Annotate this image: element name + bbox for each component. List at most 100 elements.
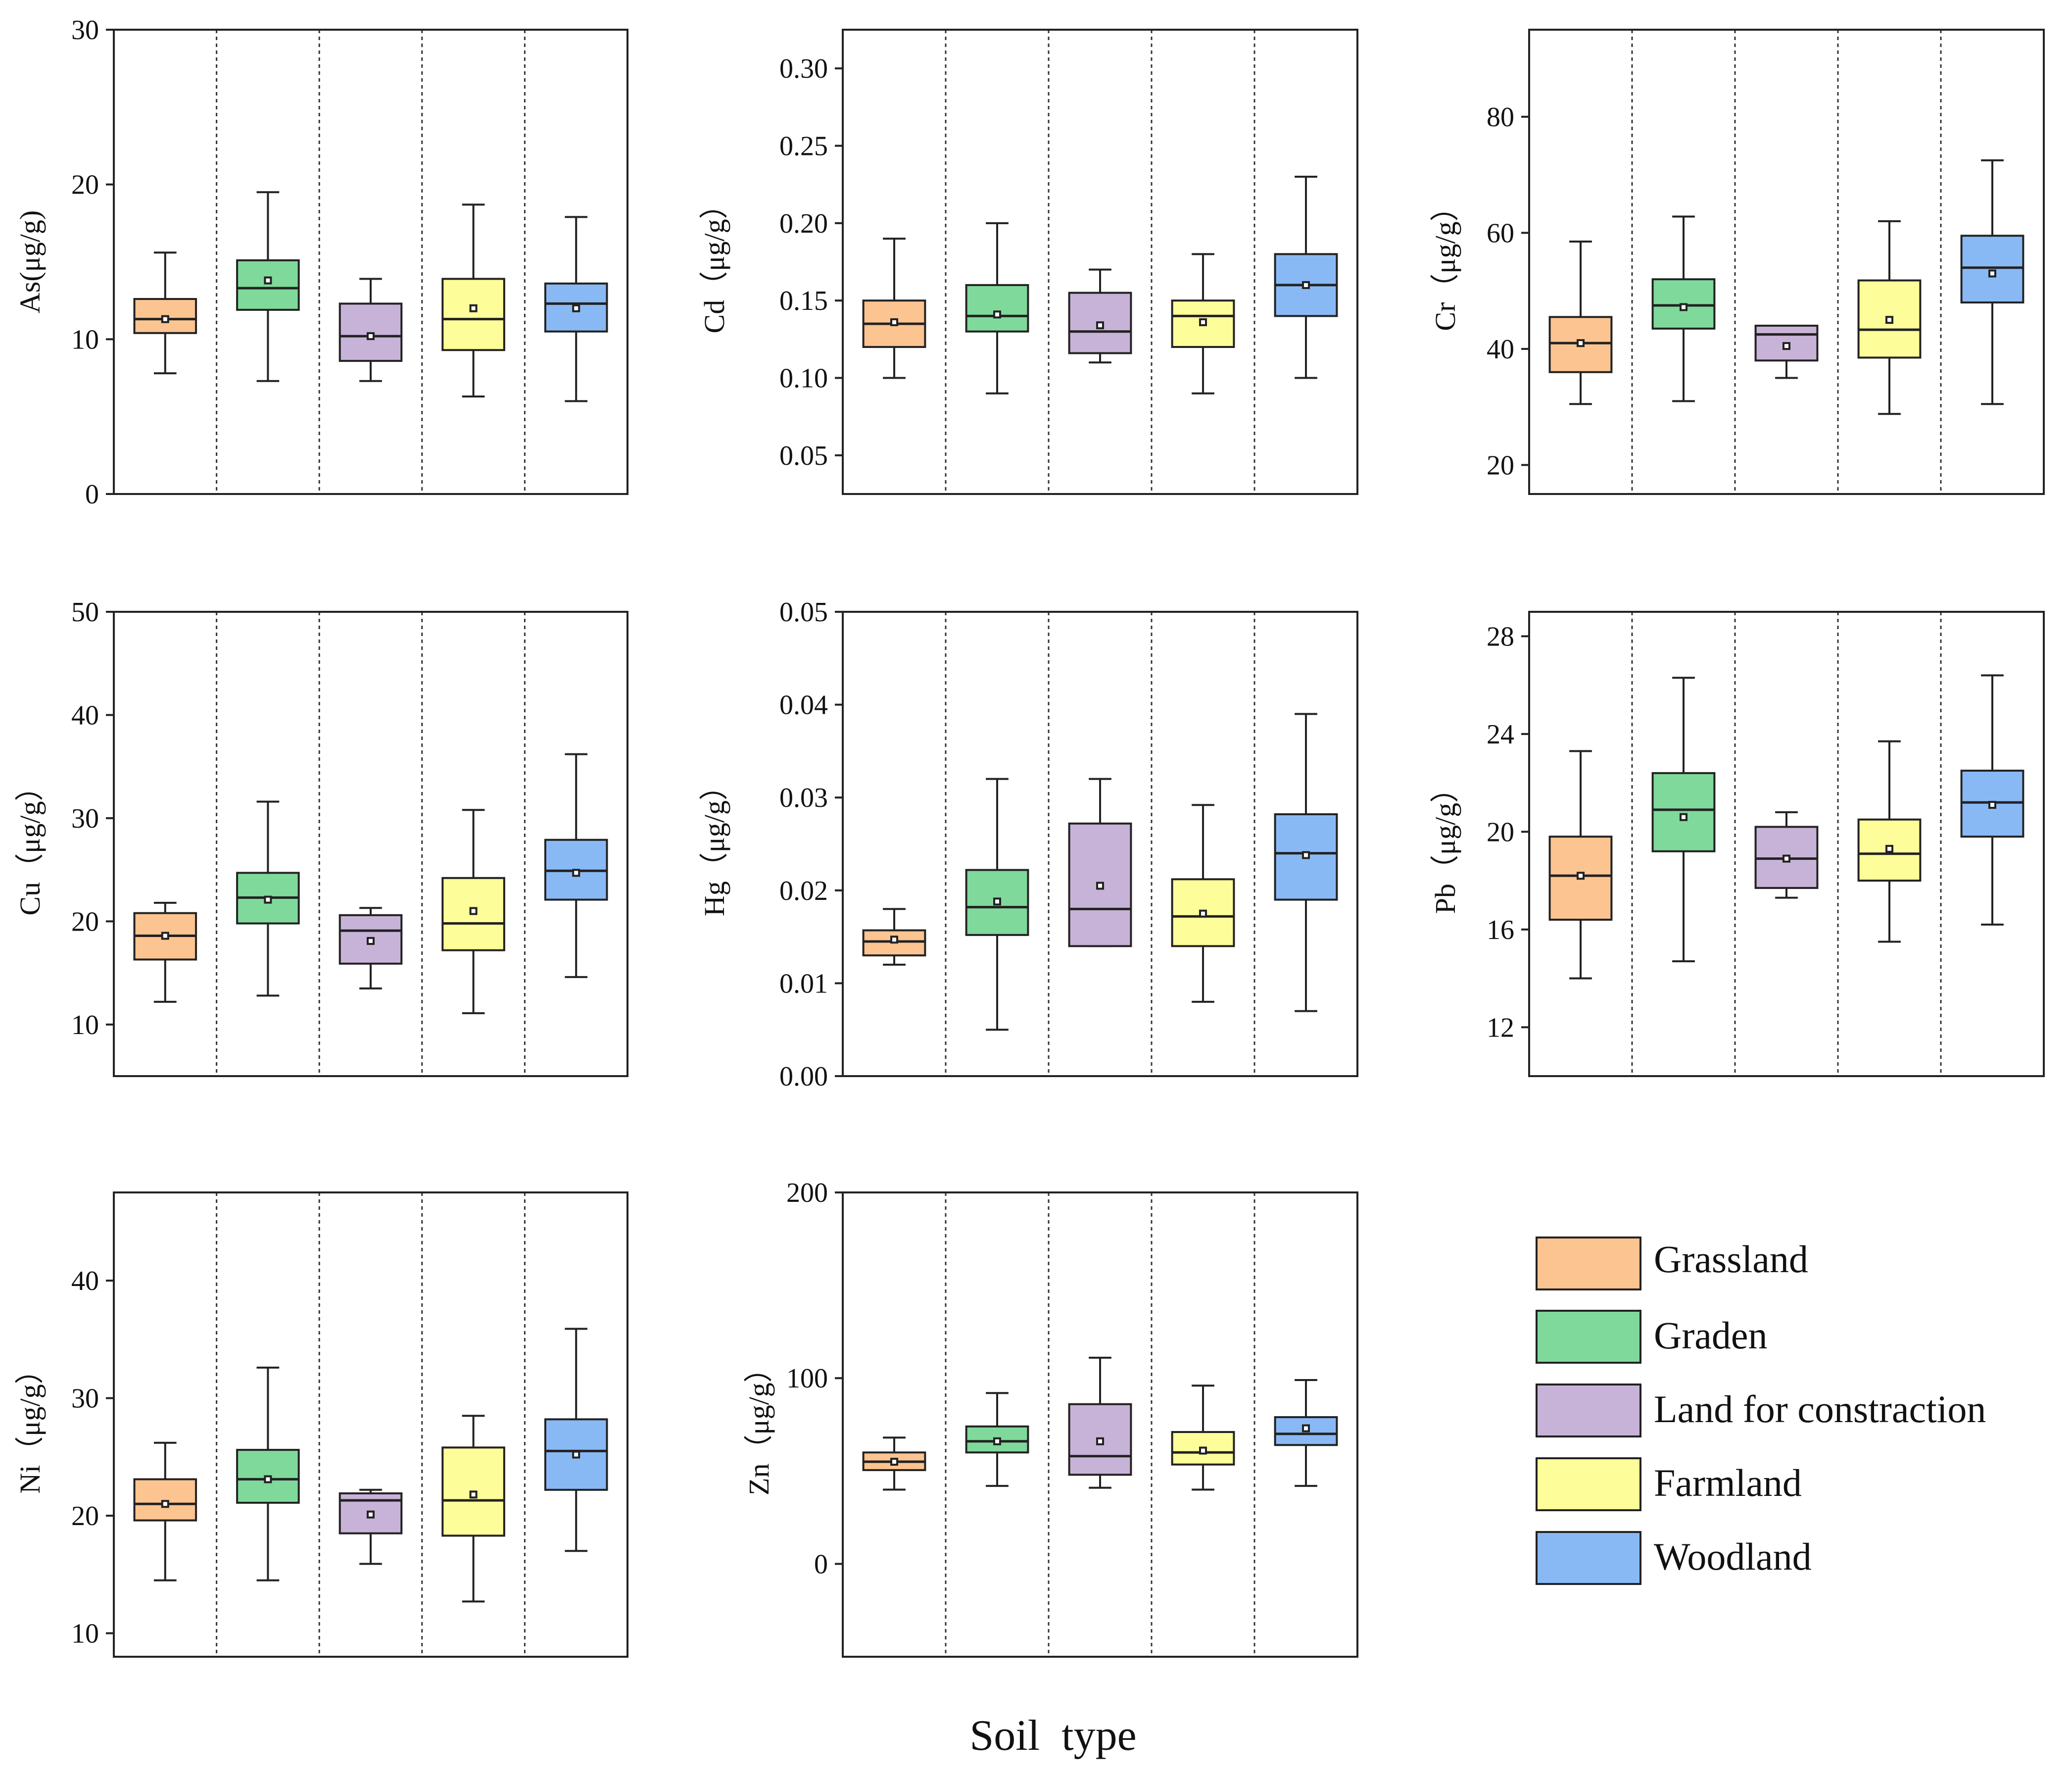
box-cr-woodland [1960, 159, 2024, 405]
mean-marker [993, 310, 1001, 319]
box-as-farmland [441, 203, 505, 398]
box-cr-land-for-constraction [1754, 324, 1819, 379]
panel-hg: 0.00 0.01 0.02 0.03 0.04 0.05 Hg（μg/g） [698, 597, 1358, 1092]
box-cu-grassland [133, 901, 197, 1003]
legend-label-land-for-constraction: Land for constraction [1654, 1387, 1986, 1431]
legend-swatch-grassland [1536, 1236, 1641, 1290]
legend-label-grassland: Grassland [1654, 1237, 1808, 1281]
y-tick-label: 40 [1487, 334, 1514, 365]
y-tick-label: 30 [71, 803, 99, 834]
mean-marker [1199, 909, 1207, 918]
y-tick-label: 0.00 [779, 1061, 828, 1092]
y-tick-label: 30 [71, 15, 99, 46]
y-tick-label: 0.01 [779, 968, 828, 999]
y-tick-label: 0 [814, 1549, 828, 1580]
iqr-box [133, 1478, 197, 1522]
y-tick-label: 50 [71, 597, 99, 628]
y-tick-label: 0.15 [779, 286, 828, 316]
mean-marker [1199, 318, 1207, 326]
mean-marker [264, 1475, 272, 1483]
box-as-woodland [544, 216, 608, 402]
panel-ni: 10 20 30 40 Ni（μg/g） [14, 1191, 628, 1658]
mean-marker [1988, 269, 1996, 278]
mean-marker [1302, 1424, 1310, 1433]
mean-marker [264, 276, 272, 285]
iqr-box [441, 278, 505, 351]
box-as-graden [236, 191, 300, 382]
iqr-box [1857, 818, 1922, 882]
y-tick-label: 80 [1487, 102, 1514, 133]
mean-marker [1199, 1446, 1207, 1455]
x-axis-label: Soil type [969, 1712, 1136, 1760]
y-tick-label: 10 [71, 1619, 99, 1649]
box-hg-farmland [1171, 804, 1235, 1003]
y-tick-label: 100 [786, 1363, 828, 1394]
y-tick-label: 10 [71, 324, 99, 355]
box-cd-graden [965, 222, 1029, 395]
y-tick-label: 0.25 [779, 131, 828, 162]
mean-marker [1988, 801, 1996, 809]
y-axis-label: Zn（μg/g） [743, 1354, 775, 1495]
box-cd-land-for-constraction [1068, 268, 1132, 364]
plot-frame [842, 29, 1358, 495]
mean-marker [1885, 844, 1893, 853]
y-tick-label: 60 [1487, 218, 1514, 248]
box-cd-woodland [1274, 176, 1338, 379]
mean-marker [572, 304, 580, 312]
y-tick-label: 0.03 [779, 783, 828, 813]
plot-frame [113, 29, 628, 495]
plot-frame [842, 611, 1358, 1077]
y-axis-label: Cu（μg/g） [14, 773, 46, 916]
box-zn-woodland [1274, 1379, 1338, 1487]
panel-zn: 0 100 200 Zn（μg/g） [743, 1178, 1358, 1658]
panel-cu: 10 20 30 40 50 Cu（μg/g） [14, 597, 628, 1077]
plot-frame [842, 1191, 1358, 1658]
box-cu-farmland [441, 809, 505, 1014]
plot-frame [113, 611, 628, 1077]
mean-marker [161, 315, 169, 323]
plot-frame [1528, 611, 2045, 1077]
mean-marker [1096, 1437, 1104, 1445]
y-tick-label: 200 [786, 1178, 828, 1208]
mean-marker [1096, 321, 1104, 330]
y-tick-label: 16 [1487, 915, 1514, 945]
box-hg-grassland [862, 908, 926, 966]
box-zn-grassland [862, 1436, 926, 1491]
mean-marker [1680, 303, 1687, 311]
y-tick-label: 0.02 [779, 876, 828, 906]
box-cr-grassland [1548, 240, 1613, 405]
y-tick-label: 40 [71, 700, 99, 731]
mean-marker [572, 1450, 580, 1459]
mean-marker [572, 869, 580, 877]
box-ni-graden [236, 1366, 300, 1582]
box-pb-farmland [1857, 740, 1922, 943]
box-pb-woodland [1960, 674, 2024, 926]
y-axis-label: As(μg/g) [14, 210, 46, 313]
box-zn-graden [965, 1392, 1029, 1487]
y-tick-label: 0.30 [779, 53, 828, 84]
y-tick-label: 12 [1487, 1012, 1514, 1043]
box-cu-woodland [544, 753, 608, 978]
y-tick-label: 0.10 [779, 363, 828, 394]
box-hg-woodland [1274, 713, 1338, 1012]
mean-marker [367, 937, 375, 945]
box-pb-land-for-constraction [1754, 811, 1819, 899]
y-tick-label: 40 [71, 1266, 99, 1296]
y-tick-label: 0.04 [779, 690, 828, 721]
box-cu-graden [236, 800, 300, 997]
mean-marker [1577, 339, 1585, 347]
mean-marker [890, 1458, 898, 1466]
mean-marker [1577, 872, 1585, 880]
y-tick-label: 30 [71, 1384, 99, 1414]
box-cu-land-for-constraction [338, 907, 403, 989]
mean-marker [264, 895, 272, 904]
legend-swatch-graden [1536, 1310, 1641, 1364]
mean-marker [890, 318, 898, 326]
mean-marker [1302, 851, 1310, 859]
y-tick-label: 20 [71, 1501, 99, 1532]
mean-marker [993, 897, 1001, 906]
box-ni-land-for-constraction [338, 1488, 403, 1565]
iqr-box [1651, 772, 1716, 852]
y-tick-label: 0 [85, 479, 99, 510]
